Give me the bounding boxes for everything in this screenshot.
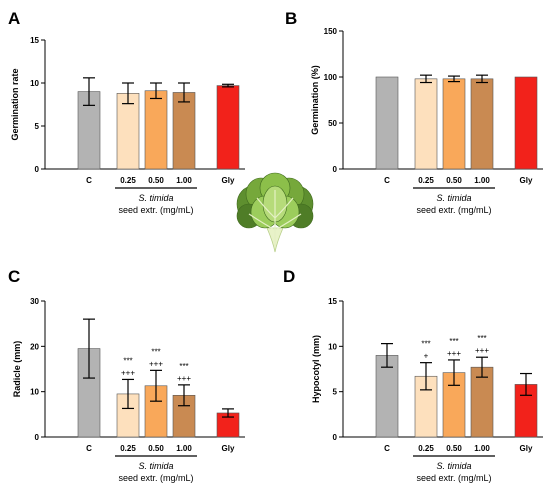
y-tick-label: 10	[30, 388, 39, 397]
lettuce-leaves	[236, 172, 314, 253]
x-tick-label: 0.25	[120, 444, 136, 453]
group-label: S. timida	[138, 193, 173, 203]
x-tick-label: 0.25	[418, 176, 434, 185]
panel-c: C 0 10 20 30 Radicle (mm) C +++ *** 0.25 +++ *** 0.5…	[8, 267, 245, 483]
panel-letter: A	[8, 9, 20, 28]
x-tick-label: C	[384, 444, 390, 453]
group-sublabel: seed extr. (mg/mL)	[416, 205, 491, 215]
y-tick-label: 0	[35, 433, 40, 442]
significance-label: ***	[123, 356, 132, 365]
significance-label: +++	[475, 346, 489, 355]
y-axis-label: Germination (%)	[310, 65, 320, 135]
y-tick-label: 100	[324, 73, 338, 82]
y-axis-label: Radicle (mm)	[12, 341, 22, 398]
bar	[514, 76, 538, 170]
group-sublabel: seed extr. (mg/mL)	[118, 205, 193, 215]
y-axis-label: Hypocotyl (mm)	[311, 335, 321, 403]
significance-label: ***	[449, 337, 458, 346]
panel-letter: D	[283, 267, 295, 286]
x-tick-label: Gly	[222, 444, 235, 453]
y-axis-label: Germination rate	[10, 68, 20, 140]
y-tick-label: 50	[328, 119, 337, 128]
significance-label: +++	[447, 349, 461, 358]
panel-a: A 0 5 10 15 Germination rate C 0.25 0.50 1.00 Gly S…	[8, 9, 245, 215]
group-label: S. timida	[436, 193, 471, 203]
group-label: S. timida	[436, 461, 471, 471]
x-tick-label: Gly	[222, 176, 235, 185]
x-tick-label: 1.00	[176, 176, 192, 185]
significance-label: +++	[177, 374, 191, 383]
x-tick-label: Gly	[520, 444, 533, 453]
bar	[144, 90, 168, 170]
bar	[470, 78, 494, 170]
x-tick-label: 0.50	[148, 444, 164, 453]
y-tick-label: 15	[30, 36, 39, 45]
x-tick-label: 1.00	[474, 444, 490, 453]
y-tick-label: 15	[328, 297, 337, 306]
group-sublabel: seed extr. (mg/mL)	[416, 473, 491, 483]
x-tick-label: 0.25	[120, 176, 136, 185]
significance-label: ***	[151, 347, 160, 356]
group-label: S. timida	[138, 461, 173, 471]
x-tick-label: 0.50	[148, 176, 164, 185]
significance-label: ***	[179, 362, 188, 371]
y-tick-label: 30	[30, 297, 39, 306]
significance-label: ***	[477, 334, 486, 343]
x-tick-label: C	[86, 444, 92, 453]
y-tick-label: 0	[333, 433, 338, 442]
bar	[442, 78, 466, 170]
x-tick-label: 0.25	[418, 444, 434, 453]
x-tick-label: C	[86, 176, 92, 185]
panel-letter: C	[8, 267, 20, 286]
panel-letter: B	[285, 9, 297, 28]
y-tick-label: 0	[333, 165, 338, 174]
x-tick-label: 0.50	[446, 444, 462, 453]
x-tick-label: 0.50	[446, 176, 462, 185]
y-tick-label: 10	[30, 79, 39, 88]
y-tick-label: 150	[324, 27, 338, 36]
y-tick-label: 5	[35, 122, 40, 131]
x-tick-label: Gly	[520, 176, 533, 185]
y-tick-label: 5	[333, 388, 338, 397]
bar	[414, 78, 438, 170]
bar	[375, 76, 399, 170]
significance-label: +++	[121, 368, 135, 377]
significance-label: +++	[149, 359, 163, 368]
bar	[172, 92, 196, 170]
panel-b: B 0 50 100 150 Germination (%) C 0.25 0.50 1.00 Gl…	[285, 9, 543, 215]
x-tick-label: 1.00	[176, 444, 192, 453]
significance-label: +	[424, 352, 429, 361]
x-tick-label: C	[384, 176, 390, 185]
bar	[216, 85, 240, 170]
y-tick-label: 10	[328, 342, 337, 351]
group-sublabel: seed extr. (mg/mL)	[118, 473, 193, 483]
panel-d: D 0 5 10 15 Hypocotyl (mm) C + *** 0.25 +++ *** 0.50…	[283, 267, 543, 483]
bar	[116, 93, 140, 170]
lettuce-icon	[236, 172, 314, 253]
y-tick-label: 20	[30, 342, 39, 351]
significance-label: ***	[421, 340, 430, 349]
x-tick-label: 1.00	[474, 176, 490, 185]
y-tick-label: 0	[35, 165, 40, 174]
